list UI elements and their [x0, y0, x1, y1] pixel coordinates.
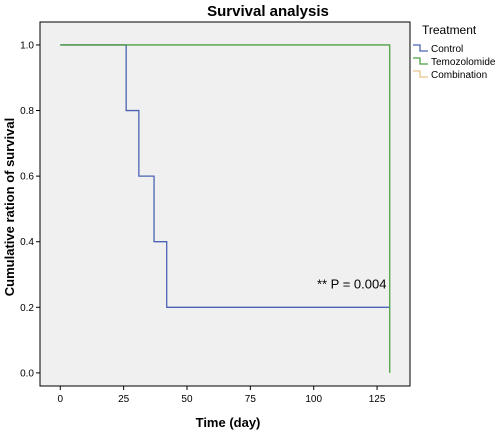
legend-title: Treatment	[422, 23, 477, 37]
y-tick-label: 0.2	[20, 303, 34, 314]
y-tick-label: 1.0	[20, 40, 34, 51]
chart-title: Survival analysis	[207, 3, 329, 20]
p-value-annotation: ** P = 0.004	[317, 276, 387, 291]
plot-area	[39, 21, 411, 387]
y-axis-ticks: 0.0 0.2 0.4 0.6 0.8 1.0	[20, 40, 40, 379]
series-line-temozolomide	[60, 44, 391, 373]
x-tick-label: 75	[245, 394, 257, 405]
legend-swatch-control	[413, 44, 428, 52]
legend-items: Control Temozolomide Combination	[413, 44, 496, 81]
x-axis-label: Time (day)	[196, 415, 261, 430]
y-tick-label: 0.8	[20, 106, 34, 117]
x-tick-label: 0	[57, 394, 63, 405]
series-line-control	[60, 44, 390, 308]
legend-swatch-combination	[413, 70, 428, 78]
x-axis-ticks: 0 25 50 75 100 125	[57, 386, 386, 405]
legend-swatch-temozolomide	[413, 57, 428, 65]
y-tick-label: 0.6	[20, 172, 34, 183]
x-tick-label: 25	[118, 394, 130, 405]
y-axis-label: Cumulative ration of survival	[2, 118, 17, 296]
legend-label-control: Control	[431, 44, 463, 55]
x-tick-label: 125	[369, 394, 386, 405]
x-tick-label: 100	[305, 394, 322, 405]
legend-label-temozolomide: Temozolomide	[431, 57, 496, 68]
series-lines	[60, 44, 391, 373]
legend-label-combination: Combination	[431, 70, 487, 81]
x-tick-label: 50	[181, 394, 193, 405]
annotations: ** P = 0.004	[317, 276, 387, 291]
legend: Treatment Control Temozolomide Combination	[413, 23, 496, 81]
y-tick-label: 0.0	[20, 368, 34, 379]
y-tick-label: 0.4	[20, 237, 34, 248]
